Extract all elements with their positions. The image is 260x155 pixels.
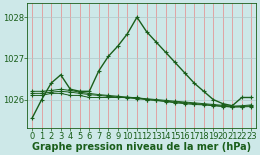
- X-axis label: Graphe pression niveau de la mer (hPa): Graphe pression niveau de la mer (hPa): [32, 142, 251, 152]
